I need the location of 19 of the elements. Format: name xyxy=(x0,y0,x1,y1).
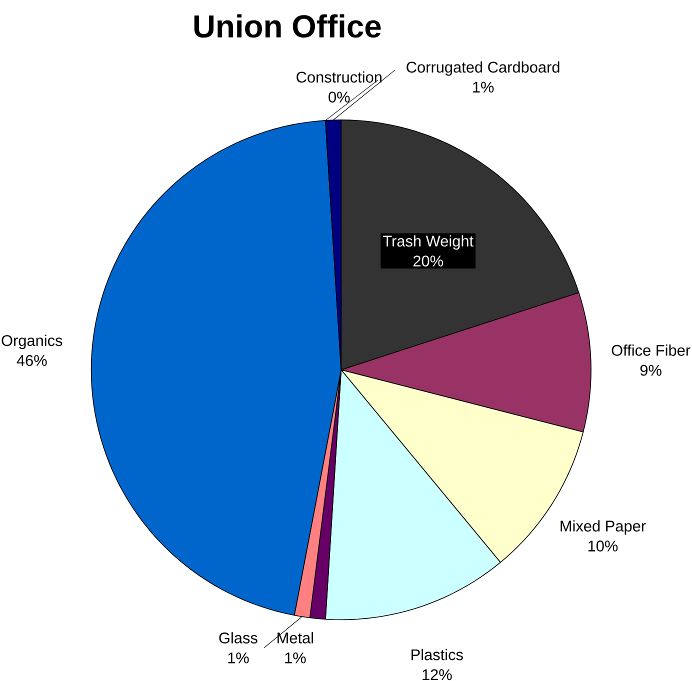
data-label: 1% xyxy=(285,652,306,664)
chart-title: Union Office xyxy=(194,14,381,38)
slice-label: Plastics xyxy=(412,648,463,660)
data-label: 9% xyxy=(640,364,662,376)
slice-label: Trash Weight xyxy=(383,235,474,250)
category-label: Construction xyxy=(296,71,382,83)
data-label: 20% xyxy=(413,256,444,266)
data-label: 1% xyxy=(473,82,494,92)
slice-label: Glass xyxy=(219,632,258,644)
slice-label: Organics xyxy=(2,334,62,350)
data-label: 1% xyxy=(228,652,249,664)
slice-label: Mixed Paper xyxy=(560,520,646,535)
slice-label: Office Fiber xyxy=(612,344,690,356)
data-label: 10% xyxy=(588,540,618,552)
data-label: 46% xyxy=(16,354,47,366)
slice-label: Metal xyxy=(278,632,314,644)
data-label: 12% xyxy=(422,669,452,680)
slice-label: Corrugated Cardboard xyxy=(406,61,560,76)
text: 0% xyxy=(328,92,350,103)
